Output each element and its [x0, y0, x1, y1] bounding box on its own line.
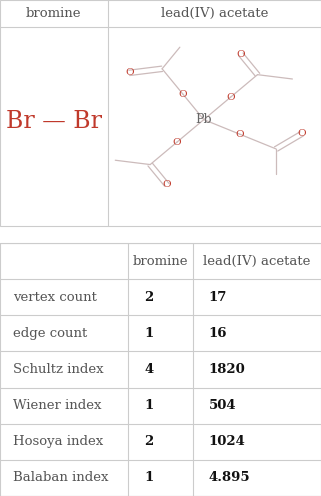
- Text: O: O: [236, 130, 244, 139]
- Text: 4: 4: [144, 363, 154, 376]
- Text: Balaban index: Balaban index: [13, 471, 108, 485]
- Text: 16: 16: [209, 327, 227, 340]
- Text: vertex count: vertex count: [13, 291, 97, 304]
- Text: 1: 1: [144, 327, 154, 340]
- Text: Pb: Pb: [195, 113, 212, 126]
- Text: 1: 1: [144, 399, 154, 412]
- Text: O: O: [173, 137, 181, 147]
- Text: O: O: [179, 90, 187, 99]
- Text: 17: 17: [209, 291, 227, 304]
- Text: 2: 2: [144, 291, 154, 304]
- Text: Wiener index: Wiener index: [13, 399, 101, 412]
- Text: 1024: 1024: [209, 435, 246, 448]
- Text: O: O: [125, 68, 134, 77]
- Text: 1: 1: [144, 471, 154, 485]
- Text: lead(IV) acetate: lead(IV) acetate: [203, 254, 310, 268]
- Text: bromine: bromine: [133, 254, 188, 268]
- Text: Hosoya index: Hosoya index: [13, 435, 103, 448]
- Text: Br — Br: Br — Br: [6, 111, 102, 133]
- Text: O: O: [226, 93, 235, 102]
- Text: O: O: [297, 129, 306, 138]
- Text: lead(IV) acetate: lead(IV) acetate: [160, 7, 268, 20]
- Text: O: O: [237, 50, 245, 59]
- Text: bromine: bromine: [26, 7, 82, 20]
- Text: O: O: [162, 181, 171, 189]
- Text: 504: 504: [209, 399, 236, 412]
- Text: Schultz index: Schultz index: [13, 363, 103, 376]
- Text: 2: 2: [144, 435, 154, 448]
- Text: 1820: 1820: [209, 363, 245, 376]
- Text: edge count: edge count: [13, 327, 87, 340]
- Text: 4.895: 4.895: [209, 471, 250, 485]
